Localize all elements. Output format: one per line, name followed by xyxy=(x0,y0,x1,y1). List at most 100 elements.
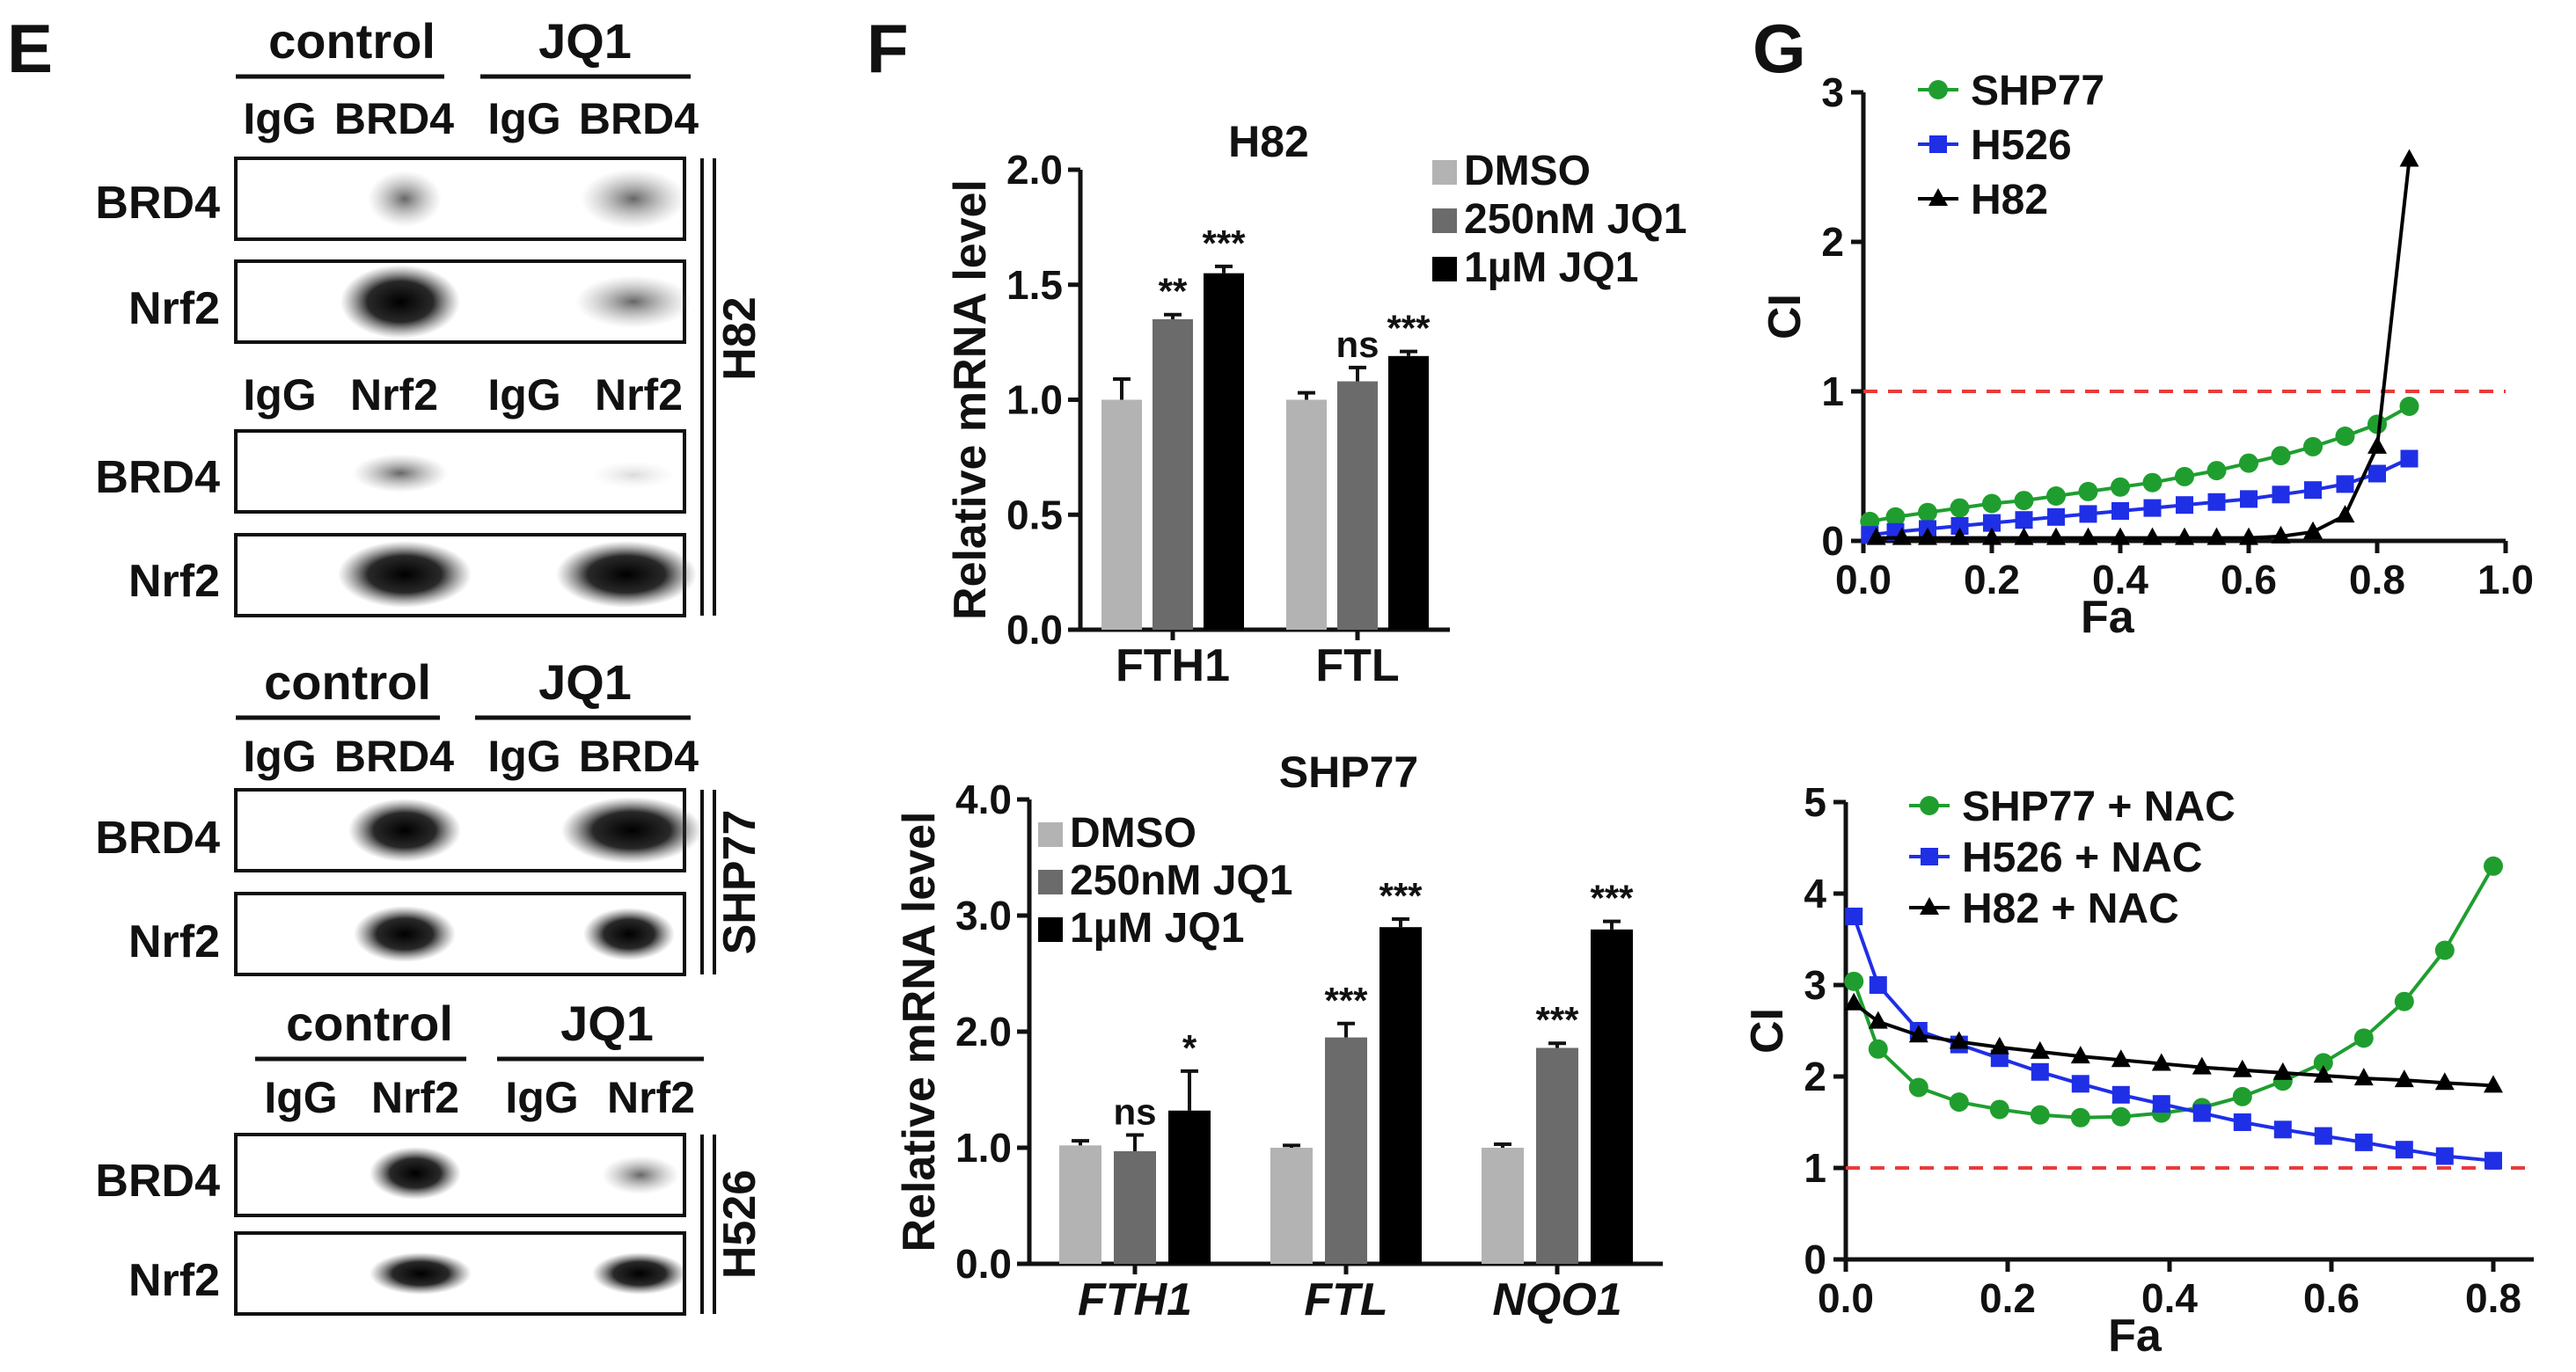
lane-label: BRD4 xyxy=(579,732,699,781)
data-point xyxy=(2206,527,2227,545)
group-label-jq1: JQ1 xyxy=(538,13,632,69)
x-tick-label: FTH1 xyxy=(1078,1274,1192,1325)
data-point xyxy=(2335,505,2355,523)
bar xyxy=(1114,1150,1156,1264)
data-point xyxy=(2303,521,2323,539)
h526-block: control JQ1 IgG Nrf2 IgG Nrf2 BRD4 Nrf2 … xyxy=(95,996,765,1316)
data-point xyxy=(1949,1092,1969,1113)
data-point xyxy=(1983,514,2001,532)
bar xyxy=(1204,273,1244,630)
lane-label: BRD4 xyxy=(579,94,699,143)
h82-block2: IgG Nrf2 IgG Nrf2 BRD4 Nrf2 xyxy=(95,370,697,617)
blot-band xyxy=(348,799,461,862)
x-tick-label: NQO1 xyxy=(1492,1274,1621,1325)
data-point xyxy=(2206,461,2227,481)
x-tick-label: 0.0 xyxy=(1835,557,1892,602)
data-point xyxy=(2030,1105,2050,1125)
data-point xyxy=(1989,1036,2009,1055)
y-tick-label: 4 xyxy=(1804,871,1826,916)
data-point xyxy=(1949,1031,1969,1049)
blot-band xyxy=(591,461,676,489)
y-tick-label: 0.0 xyxy=(1006,607,1063,653)
legend-label: DMSO xyxy=(1070,810,1197,857)
y-tick-label: 1.0 xyxy=(955,1125,1012,1171)
chart-g-top: 0 1 2 3 0.0 0.2 0.4 0.6 0.8 1.0 Fa CI SHP77 H526 H82 xyxy=(1760,68,2534,643)
data-point xyxy=(2152,1095,2170,1113)
blot-band xyxy=(354,906,456,962)
data-point xyxy=(2142,527,2163,545)
row-label-nrf2: Nrf2 xyxy=(128,1255,220,1306)
data-point xyxy=(1885,507,1906,527)
y-tick-label: 0.5 xyxy=(1006,492,1063,537)
data-point xyxy=(1918,502,1937,522)
data-point xyxy=(2047,507,2065,526)
data-point xyxy=(1868,1039,1888,1059)
data-point xyxy=(2367,414,2387,434)
y-tick-label: 1.5 xyxy=(1006,262,1063,308)
row-label-nrf2: Nrf2 xyxy=(128,916,220,967)
data-point xyxy=(2111,1106,2131,1127)
data-point xyxy=(1950,517,1969,535)
bar xyxy=(1270,1148,1313,1264)
legend-label: 250nM JQ1 xyxy=(1070,858,1292,904)
data-point xyxy=(1869,976,1887,994)
series-line xyxy=(1869,405,2411,523)
data-point xyxy=(1844,992,1864,1011)
data-point xyxy=(2151,1053,2171,1071)
y-tick-label: 0 xyxy=(1821,518,1844,564)
group-label-control: control xyxy=(268,13,435,69)
blot-band xyxy=(368,171,442,227)
y-tick-label: 2.0 xyxy=(955,1009,1012,1055)
data-point xyxy=(2143,499,2162,517)
data-point xyxy=(2272,1062,2293,1080)
data-point xyxy=(2111,1049,2131,1068)
panel-e-letter: E xyxy=(7,10,53,87)
legend-label: 250nM JQ1 xyxy=(1464,196,1687,243)
lane-label: IgG xyxy=(487,94,560,143)
y-tick-label: 5 xyxy=(1804,779,1826,825)
y-tick-label: 1.0 xyxy=(1006,377,1063,423)
blot-band xyxy=(370,1147,461,1200)
bar xyxy=(1337,381,1378,630)
row-label-brd4: BRD4 xyxy=(95,452,220,503)
lane-label: IgG xyxy=(243,732,316,781)
legend-swatch xyxy=(1432,160,1457,185)
blot-band xyxy=(370,1252,472,1295)
x-tick-label: FTL xyxy=(1315,640,1399,691)
y-tick-label: 4.0 xyxy=(955,777,1012,822)
y-tick-label: 3 xyxy=(1821,69,1844,115)
x-tick-label: 0.6 xyxy=(2221,557,2277,602)
x-tick-label: 0.4 xyxy=(2092,557,2148,602)
data-point xyxy=(1892,527,1912,545)
data-point xyxy=(2399,149,2419,167)
bar xyxy=(1286,399,1327,630)
data-point xyxy=(2239,453,2258,473)
h82-block1-blots: BRD4 Nrf2 xyxy=(95,157,692,344)
x-tick-label: 0.6 xyxy=(2303,1275,2360,1321)
data-point xyxy=(2030,1040,2050,1059)
chart-title: SHP77 xyxy=(1279,748,1418,797)
data-point xyxy=(1928,188,1948,206)
data-point xyxy=(1950,527,1970,545)
data-point xyxy=(2192,1104,2211,1122)
y-axis-label: CI xyxy=(1742,1008,1793,1054)
significance-label: ns xyxy=(1113,1091,1156,1132)
data-point xyxy=(2485,1151,2502,1170)
data-point xyxy=(2394,991,2414,1011)
series-line xyxy=(1852,1002,2494,1088)
legend-swatch xyxy=(1432,257,1457,281)
data-point xyxy=(2354,1133,2373,1151)
x-axis-label: Fa xyxy=(2108,1310,2163,1361)
data-point xyxy=(2111,1085,2130,1104)
data-point xyxy=(2142,472,2163,493)
data-point xyxy=(1866,527,1886,545)
data-point xyxy=(2271,525,2291,544)
y-tick-label: 2 xyxy=(1821,219,1844,265)
data-point xyxy=(2176,496,2193,514)
data-point xyxy=(2079,505,2097,523)
significance-label: *** xyxy=(1324,980,1368,1021)
lane-label: BRD4 xyxy=(334,732,454,781)
bar xyxy=(1059,1145,1101,1264)
data-point xyxy=(2336,475,2354,493)
